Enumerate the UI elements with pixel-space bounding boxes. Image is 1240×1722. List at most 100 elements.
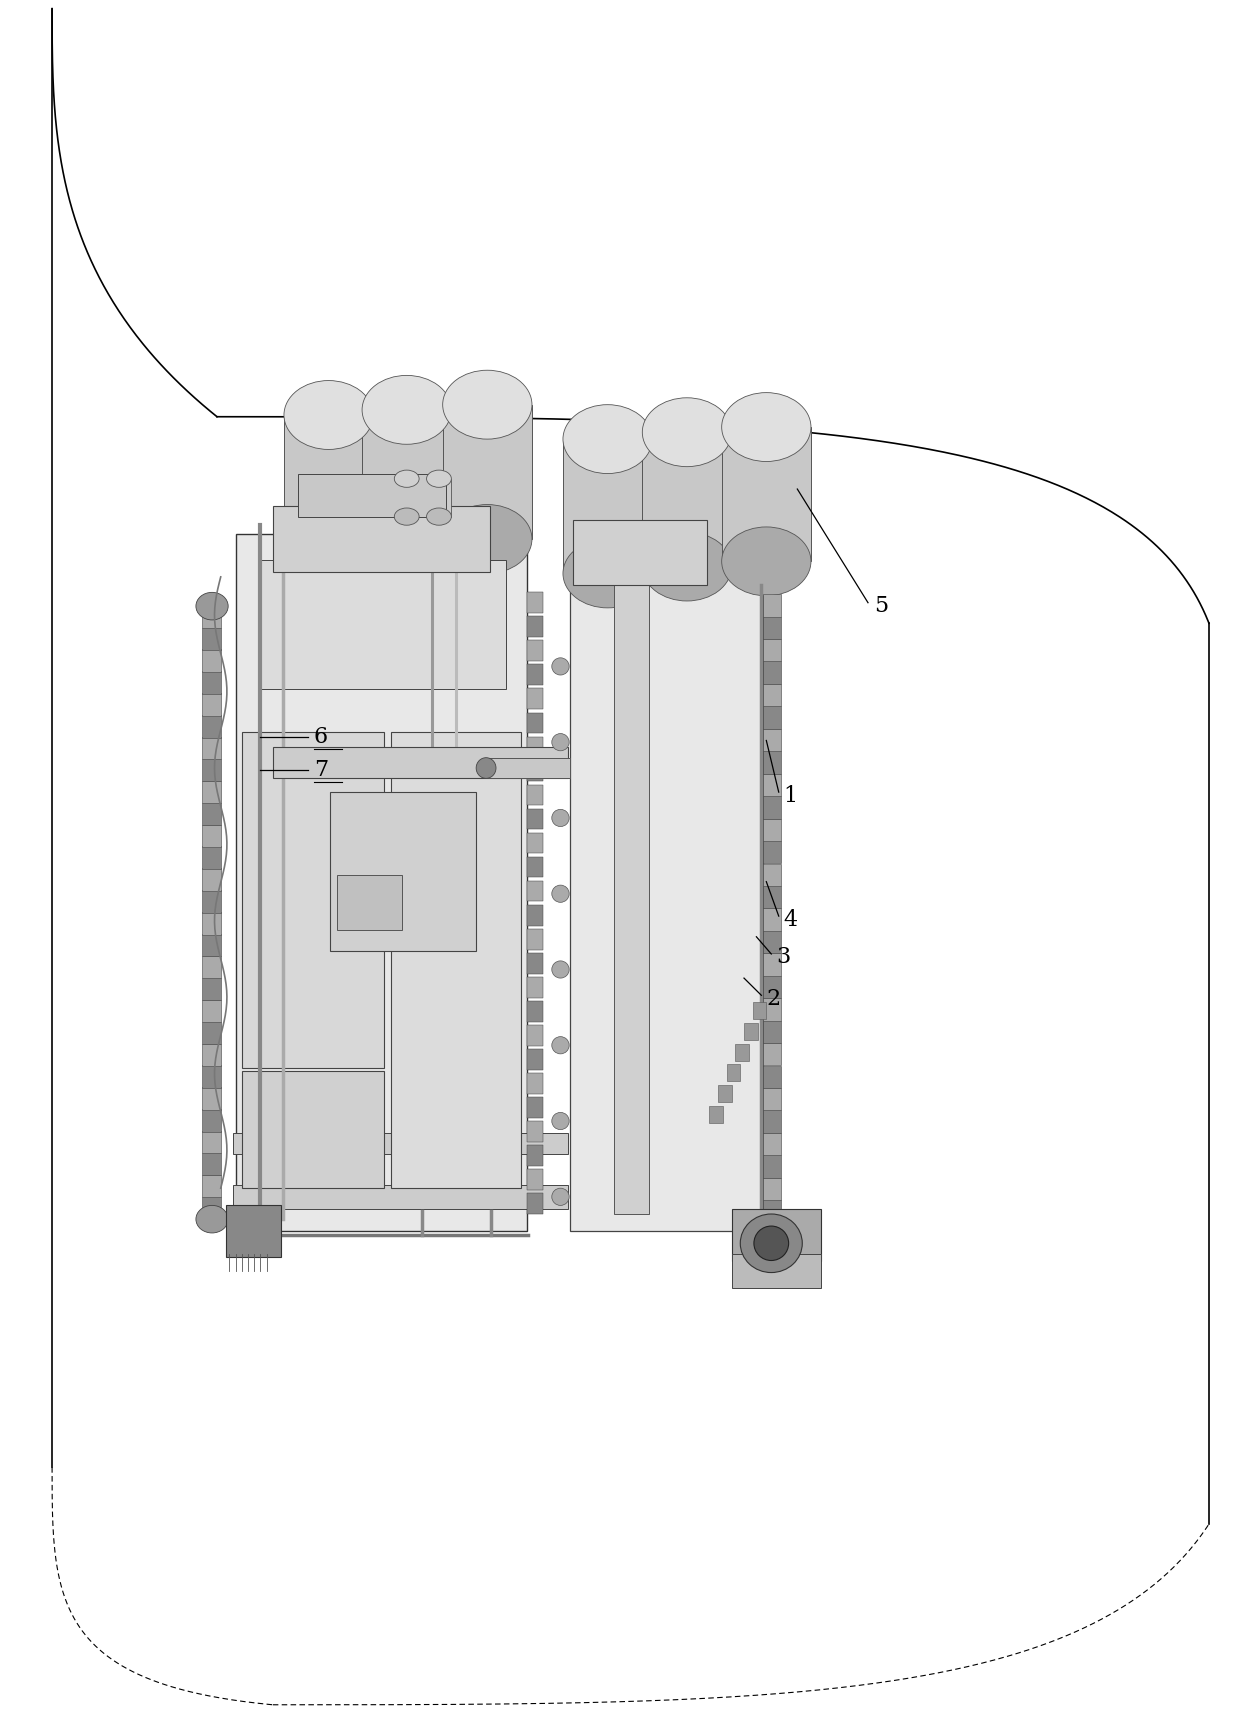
Ellipse shape [362, 375, 451, 444]
Bar [242, 1071, 384, 1188]
Bar [527, 737, 543, 758]
Text: 2: 2 [766, 988, 780, 1009]
Ellipse shape [443, 505, 532, 573]
Bar [763, 1021, 781, 1044]
Text: 5: 5 [874, 596, 888, 616]
Bar [202, 825, 221, 847]
Bar [527, 1000, 543, 1021]
Ellipse shape [740, 1214, 802, 1273]
Bar [427, 479, 451, 517]
Bar [763, 1155, 781, 1178]
Bar [202, 1131, 221, 1154]
Bar [202, 737, 221, 759]
Bar [527, 928, 543, 949]
Ellipse shape [552, 734, 569, 751]
Bar [202, 1066, 221, 1088]
Bar [763, 885, 781, 909]
Bar [763, 1066, 781, 1088]
Bar [202, 1109, 221, 1131]
Text: 3: 3 [776, 947, 790, 968]
Bar [753, 1002, 766, 1019]
Text: 6: 6 [314, 727, 327, 747]
Bar [527, 1073, 543, 1093]
Polygon shape [722, 427, 811, 561]
Ellipse shape [563, 539, 652, 608]
Bar [527, 833, 543, 854]
Bar [763, 751, 781, 773]
Bar [763, 661, 781, 684]
Bar [202, 627, 221, 649]
Bar [527, 904, 543, 925]
Ellipse shape [443, 370, 532, 439]
Bar [202, 847, 221, 870]
Bar [202, 672, 221, 694]
Bar [391, 732, 521, 1188]
Ellipse shape [642, 532, 732, 601]
Text: 4: 4 [784, 909, 797, 930]
Bar [527, 761, 543, 782]
Ellipse shape [552, 809, 569, 827]
Ellipse shape [427, 470, 451, 487]
Bar [527, 1097, 543, 1118]
Bar [233, 1185, 568, 1209]
Ellipse shape [552, 1188, 569, 1205]
Bar [763, 796, 781, 818]
Bar [202, 802, 221, 825]
Bar [527, 858, 543, 878]
Ellipse shape [722, 393, 811, 461]
Bar [202, 1044, 221, 1066]
Ellipse shape [552, 658, 569, 675]
Bar [202, 759, 221, 782]
Ellipse shape [754, 1226, 789, 1261]
Bar [202, 1021, 221, 1044]
Bar [763, 840, 781, 863]
Bar [233, 1133, 568, 1154]
Bar [527, 1121, 543, 1142]
Bar [202, 913, 221, 935]
Ellipse shape [552, 885, 569, 902]
Bar [527, 1193, 543, 1214]
Bar [527, 1169, 543, 1190]
Bar [258, 560, 506, 689]
Ellipse shape [476, 758, 496, 778]
Bar [763, 773, 781, 796]
Ellipse shape [394, 508, 419, 525]
Bar [202, 868, 221, 890]
Bar [527, 976, 543, 997]
Polygon shape [284, 415, 373, 549]
Bar [573, 520, 707, 585]
Bar [527, 809, 543, 830]
Ellipse shape [427, 508, 451, 525]
Bar [527, 952, 543, 973]
Bar [763, 728, 781, 751]
Bar [202, 956, 221, 978]
Bar [709, 1106, 723, 1123]
Bar [298, 474, 446, 517]
Ellipse shape [284, 381, 373, 449]
Bar [763, 1088, 781, 1111]
Bar [394, 479, 419, 517]
Bar [202, 606, 221, 629]
Bar [570, 542, 763, 1231]
Bar [242, 732, 384, 1068]
Bar [527, 1145, 543, 1166]
Bar [732, 1254, 821, 1288]
Bar [202, 1087, 221, 1109]
Bar [614, 568, 649, 1214]
Bar [763, 976, 781, 999]
Bar [202, 890, 221, 913]
Bar [527, 616, 543, 637]
Text: 1: 1 [784, 785, 797, 806]
Bar [202, 1174, 221, 1197]
Bar [202, 694, 221, 716]
Bar [735, 1044, 749, 1061]
Bar [202, 1197, 221, 1219]
Ellipse shape [196, 592, 228, 620]
Bar [202, 1154, 221, 1176]
Bar [763, 932, 781, 954]
Bar [763, 594, 781, 616]
Ellipse shape [552, 961, 569, 978]
Bar [732, 1209, 821, 1261]
Ellipse shape [563, 405, 652, 474]
Text: 7: 7 [314, 759, 327, 780]
